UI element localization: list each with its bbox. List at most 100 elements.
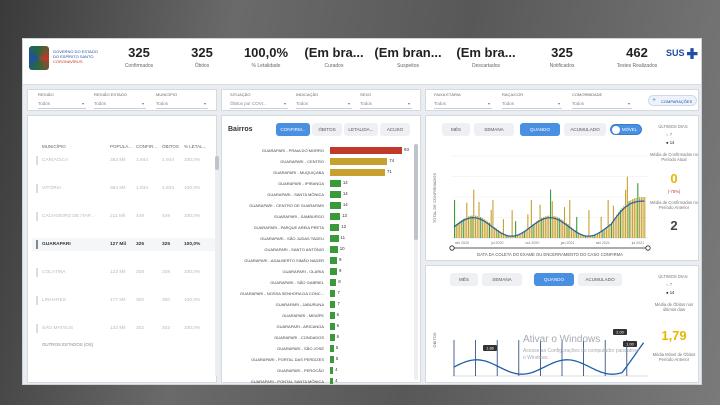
daily-bar[interactable]	[602, 229, 604, 238]
daily-bar[interactable]	[499, 231, 501, 238]
col-municipio[interactable]: MUNICÍPIO	[42, 144, 66, 149]
daily-bar[interactable]	[637, 183, 639, 238]
daily-bar[interactable]	[469, 215, 471, 238]
daily-bar[interactable]	[529, 227, 531, 238]
comparacoes-button[interactable]: + COMPARAÇÕES	[648, 95, 698, 106]
daily-bar[interactable]	[619, 209, 621, 238]
table-row[interactable]: CACHOEIRO DE ITAP... 211 Mil 449 449 100,0%	[32, 210, 216, 223]
bairro-bar[interactable]	[330, 213, 341, 220]
bairro-bar[interactable]	[330, 301, 336, 308]
daily-bar[interactable]	[618, 212, 620, 238]
table-row[interactable]: GUARAPARI 127 Mil 325 325 100,0%	[32, 238, 216, 251]
daily-bar[interactable]	[593, 235, 595, 238]
daily-bar[interactable]	[537, 220, 539, 238]
bairro-bar-row[interactable]: GUARAPARI - SANTO ANTÔNIO 10	[226, 245, 416, 254]
table-row[interactable]: CARIACICA 383 Mil 1.944 1.944 100,0%	[32, 154, 216, 167]
bairro-bar[interactable]	[330, 235, 339, 242]
opt-14-days[interactable]: ● 14	[666, 290, 675, 295]
col-obitos[interactable]: ÓBITOS	[162, 144, 179, 149]
bairro-bar[interactable]	[330, 334, 335, 341]
daily-bar[interactable]	[584, 235, 587, 238]
daily-bar[interactable]	[474, 215, 477, 238]
daily-bar[interactable]	[530, 199, 532, 238]
daily-bar[interactable]	[574, 229, 576, 238]
daily-bar[interactable]	[492, 199, 494, 238]
bairro-bar-row[interactable]: GUARAPARI - CONDADOS 6	[226, 333, 416, 342]
daily-bar[interactable]	[464, 217, 466, 238]
bairro-bar[interactable]	[330, 378, 334, 384]
daily-bar[interactable]	[628, 201, 630, 238]
bairro-bar[interactable]	[330, 290, 336, 297]
daily-bar[interactable]	[490, 209, 492, 238]
col-confirmados[interactable]: CONFIR...	[136, 144, 157, 149]
date-slider-handle-start[interactable]	[449, 245, 455, 251]
daily-bar[interactable]	[626, 176, 628, 238]
tab-quando[interactable]: QUANDO	[520, 123, 560, 136]
table-row[interactable]: VITÓRIA 364 Mil 1.834 1.834 100,0%	[32, 182, 216, 195]
daily-bar[interactable]	[513, 235, 515, 238]
bairro-bar[interactable]	[330, 246, 338, 253]
daily-bar[interactable]	[570, 227, 573, 238]
daily-bar[interactable]	[623, 205, 625, 238]
daily-bar[interactable]	[488, 222, 491, 238]
daily-bar[interactable]	[508, 235, 510, 238]
bairro-bar[interactable]	[330, 158, 388, 165]
tab-letalidade[interactable]: LETALIDA...	[344, 123, 378, 136]
daily-bar[interactable]	[614, 217, 616, 238]
filter-raca-cor-dropdown[interactable]: Todos ▾	[502, 99, 562, 109]
daily-bar[interactable]	[471, 215, 473, 238]
daily-bar[interactable]	[577, 232, 580, 238]
daily-bar[interactable]	[588, 210, 590, 238]
daily-bar[interactable]	[520, 233, 522, 238]
daily-bar[interactable]	[462, 218, 464, 238]
daily-bar[interactable]	[497, 229, 499, 238]
bairro-bar-row[interactable]: GUARAPARI - SÃO JUDAS TADEU 11	[226, 234, 416, 243]
daily-bar[interactable]	[532, 224, 534, 238]
kpi-testes[interactable]: 462 Testes Realizados	[601, 45, 673, 69]
daily-bar[interactable]	[539, 204, 541, 238]
scroll-thumb[interactable]	[414, 144, 418, 240]
daily-bar[interactable]	[506, 235, 508, 238]
bairros-scrollbar[interactable]	[414, 144, 418, 380]
daily-bar[interactable]	[560, 219, 562, 238]
filter-regiao-estado-dropdown[interactable]: Todos ▾	[94, 99, 146, 109]
daily-bar[interactable]	[555, 216, 557, 238]
kpi-letalidade[interactable]: 100,0% % Letalidade	[235, 45, 297, 69]
daily-bar[interactable]	[604, 228, 606, 238]
daily-bar[interactable]	[583, 235, 585, 238]
bairro-bar[interactable]	[330, 356, 334, 363]
daily-bar[interactable]	[640, 197, 642, 238]
filter-comorbidade-dropdown[interactable]: Todos ▾	[572, 99, 632, 109]
tab-acumulado[interactable]: ACUMULADO	[578, 273, 622, 286]
bairro-bar-row[interactable]: GUARAPARI - CENTRO 74	[226, 157, 416, 166]
bairro-bar-row[interactable]: GUARAPARI - PEROCÃO 4	[226, 366, 416, 375]
daily-bar[interactable]	[550, 189, 552, 238]
bairro-bar-row[interactable]: GUARAPARI - PORTAL DAS PERDIZES 5	[226, 355, 416, 364]
daily-bar[interactable]	[455, 224, 457, 238]
bairro-bar[interactable]	[330, 279, 337, 286]
daily-bar[interactable]	[485, 220, 487, 238]
filter-regiao-dropdown[interactable]: Todos ▾	[38, 99, 86, 109]
bairro-bar-row[interactable]: GUARAPARI - ARICANGA 6	[226, 322, 416, 331]
filter-faixa-etaria-dropdown[interactable]: Todos ▾	[434, 99, 492, 109]
daily-bar[interactable]	[600, 216, 602, 238]
bairro-bar[interactable]	[330, 257, 337, 264]
daily-bar[interactable]	[509, 235, 511, 238]
daily-bar[interactable]	[478, 202, 480, 238]
daily-bar[interactable]	[504, 234, 506, 238]
daily-bar[interactable]	[495, 228, 497, 238]
daily-bar[interactable]	[457, 222, 459, 238]
daily-bar[interactable]	[476, 215, 478, 238]
filter-indicacao-dropdown[interactable]: Todos ▾	[296, 99, 352, 109]
kpi-confirmados[interactable]: 325 Confirmados	[109, 45, 169, 69]
daily-bar[interactable]	[597, 233, 599, 238]
tab-obitos[interactable]: ÓBITOS	[312, 123, 342, 136]
daily-bar[interactable]	[586, 235, 588, 238]
kpi-descartados[interactable]: (Em bra... Descartados	[449, 45, 523, 69]
daily-bar[interactable]	[546, 215, 548, 238]
daily-bar[interactable]	[576, 216, 578, 238]
tab-semana[interactable]: SEMANA	[474, 123, 514, 136]
col-populacao[interactable]: POPULA...	[110, 144, 133, 149]
daily-bar[interactable]	[515, 221, 517, 238]
kpi-obitos[interactable]: 325 Óbitos	[173, 45, 231, 69]
